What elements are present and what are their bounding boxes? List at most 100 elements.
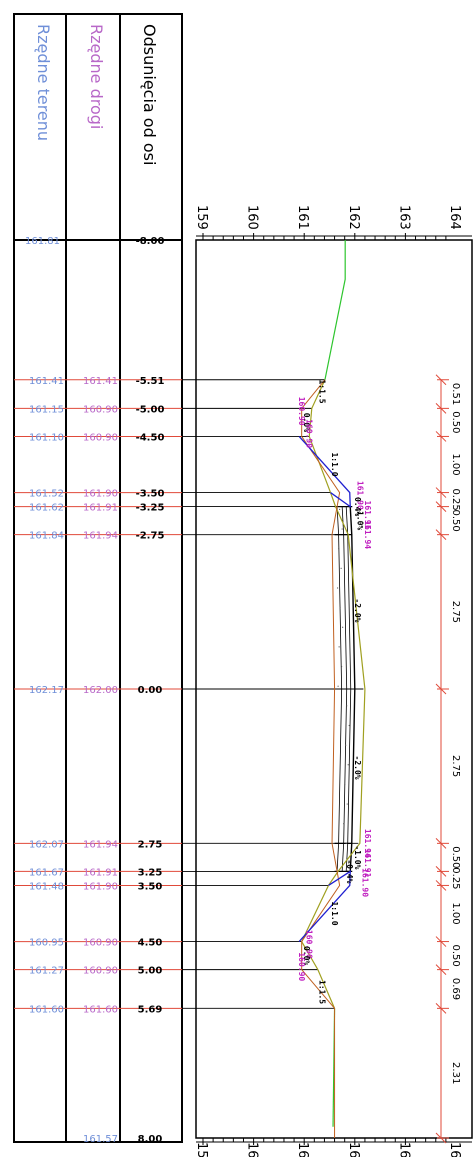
- table-road-elevation: 161.60: [83, 1004, 118, 1015]
- fill-dot: [339, 508, 341, 510]
- dimension-label: 0.50: [450, 944, 461, 966]
- profile-annotation: 0.4%: [353, 497, 362, 516]
- dimension-label: 2.31: [450, 1062, 461, 1084]
- profile-annotation: 161.91: [363, 501, 372, 530]
- dimension-label: 2.75: [450, 755, 461, 777]
- pavement-layer: [345, 506, 352, 872]
- fill-dot: [348, 862, 350, 864]
- table-terrain-elevation: 162.17: [29, 685, 64, 696]
- profile-annotation: 160.90: [297, 952, 306, 981]
- table-offset: 4.50: [138, 938, 163, 949]
- profile-plot: 159 160 161 162 163 164 159 160 161 162 163 164 0.…: [182, 205, 473, 1157]
- fill-dot: [340, 567, 342, 569]
- dimension-label: 0.25: [450, 867, 461, 889]
- fill-dot: [341, 528, 343, 530]
- fill-dot: [348, 724, 350, 727]
- table-offset: 8.00: [138, 1134, 163, 1145]
- station-leader-lines: [182, 379, 364, 1009]
- profile-annotation: 0.0%: [302, 413, 311, 432]
- slope-line-right: [298, 870, 351, 942]
- fill-dot: [345, 842, 347, 844]
- table-road-elevation: 161.90: [83, 489, 118, 500]
- slope-line-left: [298, 436, 351, 508]
- profile-annotation: 160.90: [305, 419, 314, 448]
- table-terrain-elevation: 161.62: [29, 503, 64, 514]
- table-terrain-elevation: 161.84: [29, 531, 64, 542]
- table-offset: 5.69: [138, 1004, 163, 1015]
- profile-annotation: 160.90: [297, 397, 306, 426]
- table-offset: -5.51: [136, 376, 165, 387]
- axis-bottom-tick-label: 164: [447, 1142, 462, 1157]
- table-offset: -8.00: [136, 236, 165, 247]
- profile-annotation: 1:1.5: [317, 379, 326, 403]
- table-terrain-elevation: 161.67: [29, 867, 64, 878]
- fill-dot: [342, 626, 344, 628]
- dimension-label: 0.25: [450, 488, 461, 510]
- table-terrain-elevation: 161.57: [83, 1134, 118, 1145]
- fill-dot: [344, 783, 346, 786]
- profile-annotation: 1:1.5: [317, 980, 326, 1004]
- fill-dot: [347, 764, 349, 766]
- table-road-elevation: 161.91: [83, 503, 118, 514]
- data-table: Odsunięcia od osi Rzędne drogi Rzędne te…: [13, 13, 183, 1145]
- dimension-line: 0.510.501.000.250.502.752.750.500.251.00…: [435, 374, 461, 1144]
- header-terrain: Rzędne terenu: [34, 24, 53, 141]
- axis-bottom-tick-label: 163: [396, 1142, 411, 1157]
- table-road-elevation: 161.94: [83, 839, 118, 850]
- profile-annotation: 1.0%: [355, 511, 364, 530]
- axis-bottom-tick-label: 159: [194, 1142, 209, 1157]
- dimension-label: 0.51: [450, 383, 461, 405]
- profile-annotation: 161.90: [360, 868, 369, 897]
- table-road-elevation: 160.90: [83, 966, 118, 977]
- axis-bottom: 159 160 161 162 163 164: [194, 1138, 472, 1157]
- fill-dot: [341, 665, 343, 668]
- header-offset: Odsunięcia od osi: [140, 24, 159, 165]
- axis-top-tick-label: 164: [447, 205, 462, 230]
- fill-dot: [337, 685, 339, 687]
- table-terrain-elevation: 161.15: [29, 404, 64, 415]
- table-offset: 3.25: [138, 867, 163, 878]
- profile-annotation: -2.0%: [353, 756, 362, 780]
- axis-top-tick-label: 162: [346, 205, 361, 230]
- table-terrain-elevation: 161.60: [29, 1004, 64, 1015]
- fill-dot: [343, 823, 345, 825]
- profile-annotation: 161.91: [363, 849, 372, 878]
- table-offset: -2.75: [136, 531, 165, 542]
- fill-dot: [336, 587, 339, 589]
- axis-top: 159 160 161 162 163 164: [194, 205, 472, 240]
- subgrade-line: [301, 379, 341, 1138]
- profile-annotation: -2.0%: [353, 598, 362, 622]
- table-road-elevation: 161.90: [83, 881, 118, 892]
- axis-top-tick-label: 160: [245, 205, 260, 230]
- axis-top-tick-label: 161: [295, 205, 310, 230]
- axis-bottom-tick-label: 160: [245, 1142, 260, 1157]
- table-terrain-elevation: 161.48: [29, 881, 64, 892]
- table-road-elevation: 161.41: [83, 376, 118, 387]
- table-offset: 5.00: [138, 966, 163, 977]
- profile-annotation: 160.90: [305, 930, 314, 959]
- table-terrain-elevation: 162.07: [29, 839, 64, 850]
- table-offset: 3.50: [138, 881, 163, 892]
- table-offset: -5.00: [136, 404, 165, 415]
- road-structure: [334, 505, 356, 873]
- table-road-elevation: 161.94: [83, 531, 118, 542]
- dimension-label: 0.69: [450, 978, 461, 1000]
- profile-annotation: 161.90: [355, 481, 364, 510]
- axis-bottom-tick-label: 162: [346, 1142, 361, 1157]
- dimension-label: 1.00: [450, 902, 461, 924]
- dimension-label: 1.00: [450, 453, 461, 475]
- table-road-elevation: 162.00: [83, 685, 118, 696]
- profile-annotation: -0.4%: [345, 859, 354, 883]
- table-offset: 0.00: [138, 685, 163, 696]
- table-offset: 2.75: [138, 839, 163, 850]
- table-rows: 161.81 -8.00 161.41 161.41 -5.51 161.15 160.90…: [14, 236, 182, 1145]
- fill-dot: [345, 744, 347, 746]
- profile-annotation: -1.0%: [353, 845, 362, 869]
- table-road-elevation: 160.90: [83, 432, 118, 443]
- dimension-label: 0.50: [450, 846, 461, 868]
- pavement-layer: [349, 506, 356, 872]
- profile-annotation: 0.0%: [302, 946, 311, 965]
- table-terrain-elevation: 161.10: [29, 432, 64, 443]
- dimension-label: 0.50: [450, 509, 461, 531]
- profile-annotation: 161.94: [363, 829, 372, 858]
